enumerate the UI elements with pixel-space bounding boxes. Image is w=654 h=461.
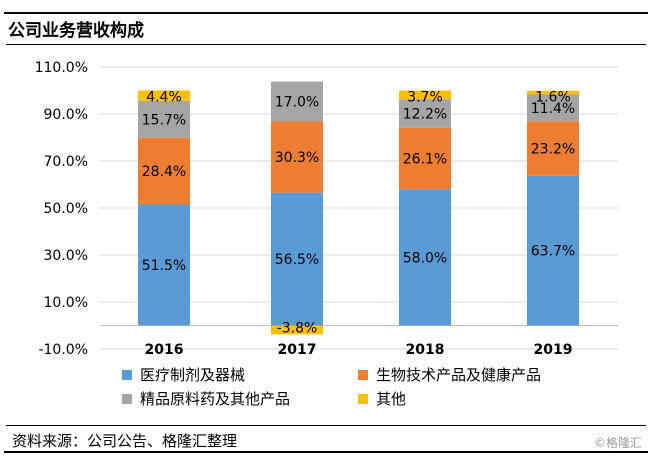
legend-swatch-other <box>358 393 368 404</box>
legend-swatch-medical <box>122 369 132 380</box>
bar-segment-medical-2016 <box>138 204 190 326</box>
data-label: 56.5% <box>275 252 319 268</box>
bar-segment-bio-2016 <box>138 137 190 205</box>
bar-segment-medical-2018 <box>399 189 451 326</box>
x-tick-label: 2018 <box>406 342 445 358</box>
x-tick-label: 2019 <box>534 342 573 358</box>
y-tick-label: 70.0% <box>44 154 88 170</box>
legend-label-bio: 生物技术产品及健康产品 <box>376 366 542 384</box>
legend-swatch-fine <box>122 393 132 404</box>
bar-segment-bio-2018 <box>399 127 451 190</box>
bar-segment-other-2019 <box>527 90 579 95</box>
y-tick-label: 30.0% <box>44 248 88 264</box>
bar-segment-other-2016 <box>138 90 190 101</box>
legend-label-medical: 医疗制剂及器械 <box>140 366 246 384</box>
data-label: 15.7% <box>142 112 186 128</box>
bar-segment-bio-2019 <box>527 121 579 176</box>
x-tick-label: 2017 <box>278 342 317 358</box>
data-label: 1.6% <box>535 90 571 106</box>
y-tick-label: 50.0% <box>44 201 88 217</box>
legend-item-other: 其他 <box>358 388 406 409</box>
data-label: 3.7% <box>407 90 443 106</box>
bar-segment-medical-2019 <box>527 175 579 326</box>
bar-segment-fine-2017 <box>271 81 323 122</box>
chart-frame <box>4 12 648 453</box>
legend-swatch-bio <box>358 369 368 380</box>
bar-segment-fine-2019 <box>527 94 579 122</box>
watermark: ©格隆汇 <box>593 436 642 450</box>
legend-label-other: 其他 <box>376 390 407 408</box>
data-label: 17.0% <box>275 95 319 111</box>
data-label: 58.0% <box>403 250 447 266</box>
bar-segment-fine-2018 <box>399 99 451 128</box>
bar-segment-other-2018 <box>399 90 451 100</box>
legend-item-bio: 生物技术产品及健康产品 <box>358 364 541 385</box>
source-note: 资料来源：公司公告、格隆汇整理 <box>12 432 238 450</box>
data-label: 28.4% <box>142 164 186 180</box>
legend-label-fine: 精品原料药及其他产品 <box>140 390 291 408</box>
legend-item-fine: 精品原料药及其他产品 <box>122 388 290 409</box>
data-label: 23.2% <box>531 142 575 158</box>
y-tick-label: 90.0% <box>44 107 88 123</box>
title-divider <box>6 44 646 45</box>
bar-segment-fine-2016 <box>138 100 190 138</box>
data-label: 30.3% <box>275 150 319 166</box>
data-label: 51.5% <box>142 258 186 274</box>
bar-segment-bio-2017 <box>271 121 323 193</box>
legend-item-medical: 医疗制剂及器械 <box>122 364 245 385</box>
y-tick-label: -10.0% <box>38 342 88 358</box>
data-label: 11.4% <box>531 101 575 117</box>
data-label: 4.4% <box>146 90 182 106</box>
y-tick-label: 10.0% <box>44 295 88 311</box>
data-label: -3.8% <box>277 320 318 336</box>
x-tick-label: 2016 <box>145 342 184 358</box>
data-label: 26.1% <box>403 152 447 168</box>
source-divider <box>6 425 646 426</box>
y-tick-label: 110.0% <box>35 60 88 76</box>
data-label: 12.2% <box>403 107 447 123</box>
bar-segment-medical-2017 <box>271 192 323 326</box>
bar-segment-other-2017 <box>271 325 323 335</box>
data-label: 63.7% <box>531 244 575 260</box>
page-title: 公司业务营收构成 <box>8 21 144 41</box>
